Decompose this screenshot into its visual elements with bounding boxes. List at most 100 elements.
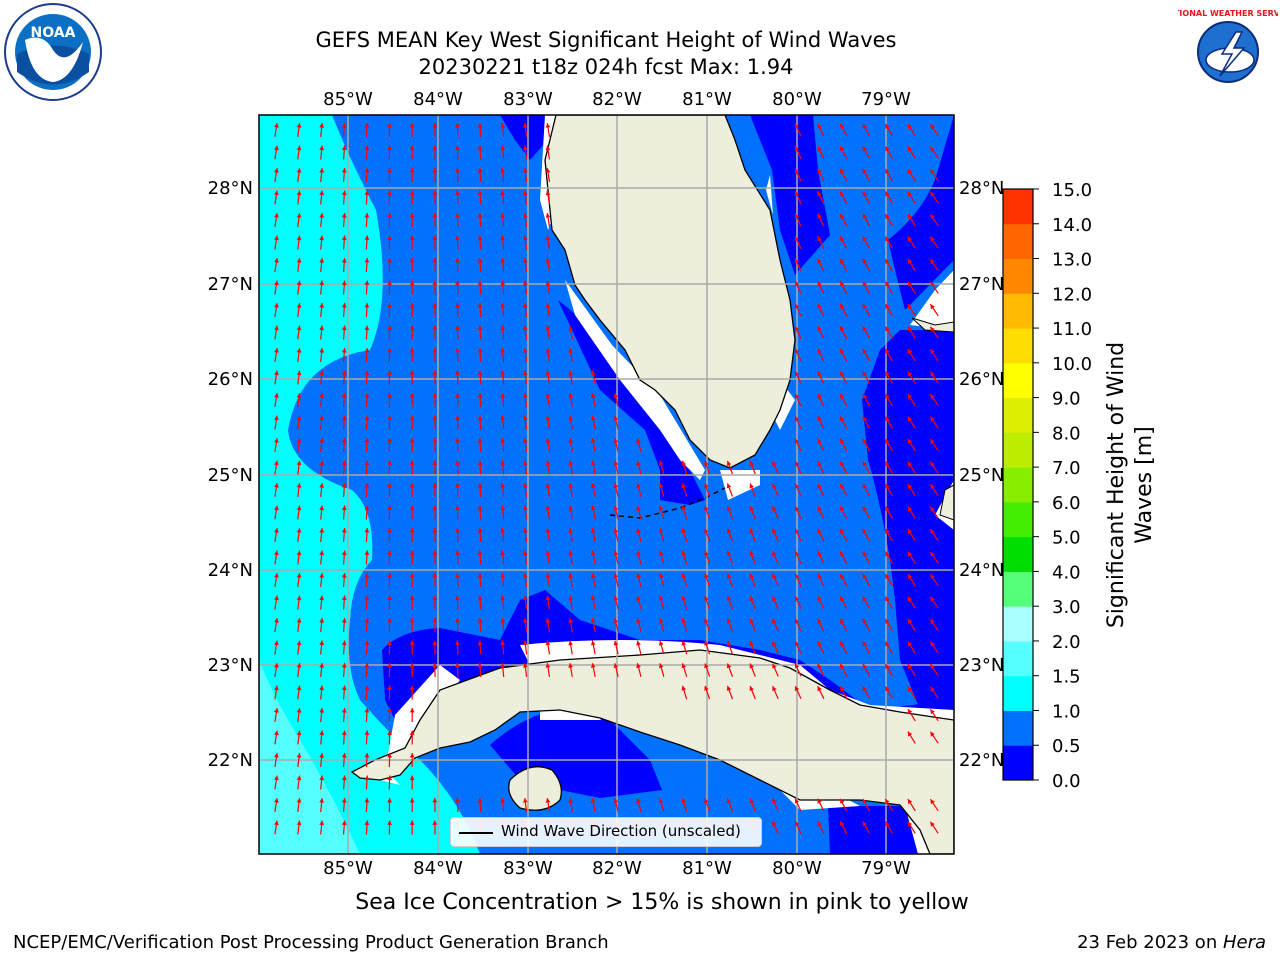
wave-direction-arrowhead [794, 641, 800, 647]
wave-direction-arrowhead [500, 303, 506, 308]
wave-direction-arrowhead [274, 348, 279, 353]
wave-direction-arrowhead [545, 640, 551, 646]
wave-direction-arrowhead [590, 415, 596, 421]
wave-direction-arrowhead [930, 551, 935, 557]
wave-direction-arrowhead [364, 820, 370, 825]
wave-direction-arrowhead [681, 798, 687, 804]
wave-direction-arrowhead [455, 303, 460, 308]
wave-direction-arrowhead [364, 303, 370, 308]
wave-direction-arrowhead [341, 348, 347, 353]
wave-direction-arrowhead [885, 506, 890, 512]
legend-line-icon [459, 832, 493, 834]
wave-direction-arrowhead [930, 664, 935, 670]
wave-direction-arrowhead [409, 663, 415, 668]
wave-direction-arrowhead [568, 483, 573, 488]
wave-direction-arrowhead [726, 573, 732, 579]
wave-direction-arrowhead [319, 483, 325, 488]
wave-direction-arrowhead [568, 370, 573, 376]
wave-direction-arrowhead [907, 304, 913, 310]
wave-direction-arrowhead [590, 370, 596, 376]
wave-direction-arrowhead [341, 438, 347, 443]
wave-direction-arrowhead [794, 348, 800, 354]
wave-direction-arrowhead [274, 663, 279, 668]
wave-direction-arrowhead [817, 236, 822, 242]
colorbar-segment [1003, 223, 1033, 260]
wave-direction-arrowhead [817, 506, 822, 512]
wave-direction-arrowhead [907, 619, 913, 625]
wave-direction-arrowhead [274, 775, 279, 781]
wave-direction-arrowhead [387, 168, 392, 173]
sea-ice-note: Sea Ice Concentration > 15% is shown in … [355, 890, 969, 915]
wave-direction-arrowhead [794, 236, 800, 242]
wave-direction-arrowhead [930, 821, 935, 827]
wave-direction-arrowhead [794, 393, 800, 399]
wave-direction-arrowhead [726, 460, 732, 466]
wave-direction-arrowhead [477, 168, 483, 173]
wave-direction-arrowhead [274, 550, 279, 556]
wave-direction-arrowhead [907, 529, 913, 535]
wave-direction-arrowhead [523, 640, 528, 646]
wave-direction-arrowhead [568, 460, 573, 466]
wave-direction-arrowhead [341, 168, 347, 173]
wave-direction-arrowhead [862, 213, 867, 219]
wave-direction-arrowhead [364, 708, 370, 713]
wave-direction-arrowhead [840, 686, 845, 692]
wave-direction-arrowhead [477, 303, 483, 308]
wave-direction-arrowhead [364, 775, 370, 780]
wave-direction-arrowhead [817, 686, 822, 692]
wave-direction-arrowhead [477, 235, 483, 241]
wave-direction-arrowhead [523, 618, 528, 623]
wave-direction-arrowhead [319, 505, 325, 511]
wave-direction-arrowhead [749, 551, 754, 556]
wave-direction-arrowhead [930, 326, 935, 332]
wave-direction-arrowhead [907, 394, 913, 400]
wave-direction-arrowhead [387, 708, 392, 713]
wave-direction-arrowhead [409, 820, 415, 825]
wave-direction-arrowhead [726, 528, 732, 534]
wave-direction-arrowhead [930, 236, 935, 242]
wave-direction-arrowhead [409, 460, 415, 465]
wave-direction-arrowhead [817, 663, 822, 669]
wave-direction-arrowhead [274, 325, 279, 331]
wave-direction-arrowhead [296, 685, 302, 691]
wave-direction-arrowhead [862, 416, 867, 422]
wave-direction-arrowhead [477, 618, 483, 623]
wave-direction-arrowhead [387, 123, 392, 128]
wave-direction-arrowhead [636, 640, 641, 646]
wave-direction-arrowhead [681, 685, 687, 691]
wave-direction-arrowhead [930, 529, 935, 535]
wave-direction-arrowhead [613, 573, 619, 578]
wave-direction-arrowhead [523, 550, 528, 556]
wave-direction-arrowhead [930, 461, 935, 467]
wave-direction-arrowhead [274, 393, 279, 398]
wave-direction-arrowhead [296, 258, 302, 263]
wave-direction-arrowhead [296, 213, 302, 218]
wave-direction-arrowhead [274, 235, 279, 241]
wave-direction-arrowhead [885, 349, 890, 354]
wave-direction-arrowhead [500, 123, 506, 128]
wave-direction-arrowhead [794, 146, 800, 152]
wave-direction-arrowhead [545, 213, 551, 218]
wave-direction-arrowhead [455, 663, 460, 668]
wave-direction-arrowhead [681, 460, 687, 466]
wave-direction-arrowhead [477, 663, 483, 668]
wave-direction-arrowhead [319, 370, 325, 376]
wave-direction-arrowhead [862, 551, 867, 557]
wave-direction-arrowhead [726, 618, 732, 624]
wave-direction-arrowhead [523, 415, 528, 421]
colorbar-tick-label: 2.0 [1052, 632, 1081, 653]
wave-direction-arrowhead [500, 460, 506, 466]
wave-direction-arrowhead [862, 123, 867, 129]
wave-direction-arrowhead [772, 641, 777, 647]
wave-direction-arrowhead [523, 280, 528, 286]
wave-direction-arrowhead [296, 370, 302, 376]
wave-direction-arrowhead [613, 550, 619, 556]
wave-direction-arrowhead [704, 528, 709, 534]
wave-direction-arrowhead [862, 146, 867, 152]
map-legend: Wind Wave Direction (unscaled) [450, 817, 762, 847]
wave-direction-arrowhead [523, 370, 528, 376]
colorbar-segment [1003, 745, 1033, 781]
wave-direction-arrowhead [296, 483, 302, 488]
wave-direction-arrowhead [885, 326, 890, 332]
wave-direction-arrowhead [319, 123, 325, 128]
